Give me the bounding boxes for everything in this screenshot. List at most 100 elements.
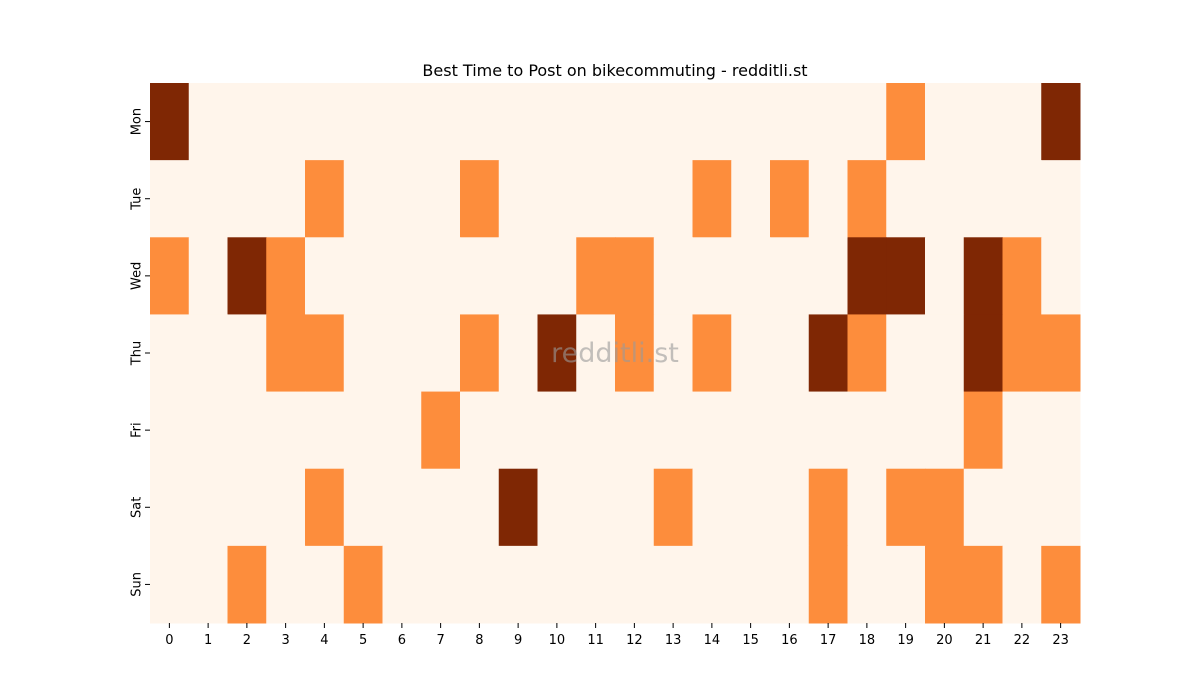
heatmap-cell-sun-3 [266,545,306,624]
heatmap-cell-sat-7 [421,468,461,547]
heatmap-cell-thu-2 [227,314,267,393]
heatmap-cell-tue-1 [188,160,228,238]
heatmap-cell-sat-11 [576,468,616,547]
heatmap-cell-tue-3 [266,160,306,238]
heatmap-cell-mon-19 [886,83,926,161]
heatmap-cell-wed-13 [653,237,693,315]
heatmap-cell-wed-20 [925,237,965,315]
heatmap-cell-thu-5 [343,314,383,393]
heatmap-cells [150,83,1081,624]
heatmap-cell-wed-14 [692,237,732,315]
heatmap-cell-wed-0 [150,237,190,315]
y-tick-label: Wed [130,262,145,290]
x-axis: 0 1 2 3 4 5 6 7 8 9 10 11 12 13 14 15 16 17 18 19 20 21 22 23 [165,623,1069,648]
heatmap-cell-mon-17 [808,83,848,161]
heatmap-cell-mon-15 [731,83,771,161]
x-tick-label: 16 [781,633,798,648]
heatmap-cell-mon-2 [227,83,267,161]
y-tick-label: Thu [130,341,145,366]
heatmap-cell-fri-10 [537,391,577,470]
x-tick-label: 18 [859,633,876,648]
heatmap-cell-thu-23 [1041,314,1081,393]
heatmap-cell-tue-17 [808,160,848,238]
heatmap-cell-thu-3 [266,314,306,393]
heatmap-cell-wed-9 [498,237,538,315]
x-tick-label: 6 [398,633,406,648]
heatmap-cell-thu-16 [770,314,810,393]
heatmap-cell-thu-14 [692,314,732,393]
heatmap-cell-sun-17 [808,545,848,624]
y-tick-label: Fri [130,422,145,438]
heatmap-cell-fri-7 [421,391,461,470]
heatmap-cell-wed-2 [227,237,267,315]
heatmap-cell-sat-22 [1002,468,1042,547]
heatmap-cell-mon-23 [1041,83,1081,161]
heatmap-cell-sun-23 [1041,545,1081,624]
heatmap-cell-sun-14 [692,545,732,624]
heatmap-cell-fri-1 [188,391,228,470]
x-tick-label: 23 [1052,633,1069,648]
heatmap-cell-wed-17 [808,237,848,315]
heatmap-cell-sun-22 [1002,545,1042,624]
heatmap-cell-sat-19 [886,468,926,547]
heatmap-cell-tue-22 [1002,160,1042,238]
heatmap-cell-mon-6 [382,83,422,161]
heatmap-cell-thu-4 [305,314,345,393]
heatmap-cell-thu-9 [498,314,538,393]
heatmap-cell-wed-11 [576,237,616,315]
heatmap-cell-sun-9 [498,545,538,624]
heatmap-cell-tue-8 [460,160,500,238]
heatmap-cell-mon-20 [925,83,965,161]
heatmap-cell-sun-18 [847,545,887,624]
heatmap-cell-fri-0 [150,391,190,470]
heatmap-cell-mon-0 [150,83,190,161]
heatmap-cell-sun-12 [615,545,655,624]
heatmap-cell-sun-11 [576,545,616,624]
x-tick-label: 12 [626,633,643,648]
heatmap-cell-wed-6 [382,237,422,315]
heatmap-cell-tue-14 [692,160,732,238]
heatmap-cell-fri-4 [305,391,345,470]
heatmap-cell-fri-11 [576,391,616,470]
heatmap-cell-wed-22 [1002,237,1042,315]
heatmap-cell-wed-4 [305,237,345,315]
heatmap-cell-thu-0 [150,314,190,393]
y-tick-label: Sun [130,572,145,597]
heatmap-cell-sun-10 [537,545,577,624]
heatmap-cell-fri-12 [615,391,655,470]
heatmap-cell-thu-18 [847,314,887,393]
heatmap-cell-sun-15 [731,545,771,624]
x-tick-label: 19 [897,633,914,648]
heatmap-cell-sat-18 [847,468,887,547]
heatmap-cell-tue-19 [886,160,926,238]
heatmap-cell-sat-5 [343,468,383,547]
heatmap-cell-sat-12 [615,468,655,547]
heatmap-cell-thu-6 [382,314,422,393]
heatmap-cell-mon-8 [460,83,500,161]
heatmap-cell-sun-21 [963,545,1003,624]
heatmap-cell-sun-0 [150,545,190,624]
heatmap-cell-sat-6 [382,468,422,547]
heatmap-cell-sat-4 [305,468,345,547]
heatmap-cell-wed-23 [1041,237,1081,315]
heatmap-cell-thu-19 [886,314,926,393]
heatmap-cell-thu-10 [537,314,577,393]
heatmap-cell-sat-0 [150,468,190,547]
y-tick-label: Tue [130,188,145,211]
heatmap-cell-mon-7 [421,83,461,161]
heatmap-cell-sat-17 [808,468,848,547]
heatmap-cell-sun-13 [653,545,693,624]
heatmap-cell-thu-21 [963,314,1003,393]
heatmap-cell-fri-21 [963,391,1003,470]
heatmap-cell-wed-3 [266,237,306,315]
heatmap-cell-wed-8 [460,237,500,315]
heatmap-cell-fri-20 [925,391,965,470]
heatmap-cell-wed-21 [963,237,1003,315]
heatmap-cell-fri-23 [1041,391,1081,470]
heatmap-cell-sat-3 [266,468,306,547]
x-tick-label: 22 [1014,633,1031,648]
watermark: redditli.st [551,338,679,369]
heatmap-cell-sun-1 [188,545,228,624]
heatmap-cell-mon-18 [847,83,887,161]
